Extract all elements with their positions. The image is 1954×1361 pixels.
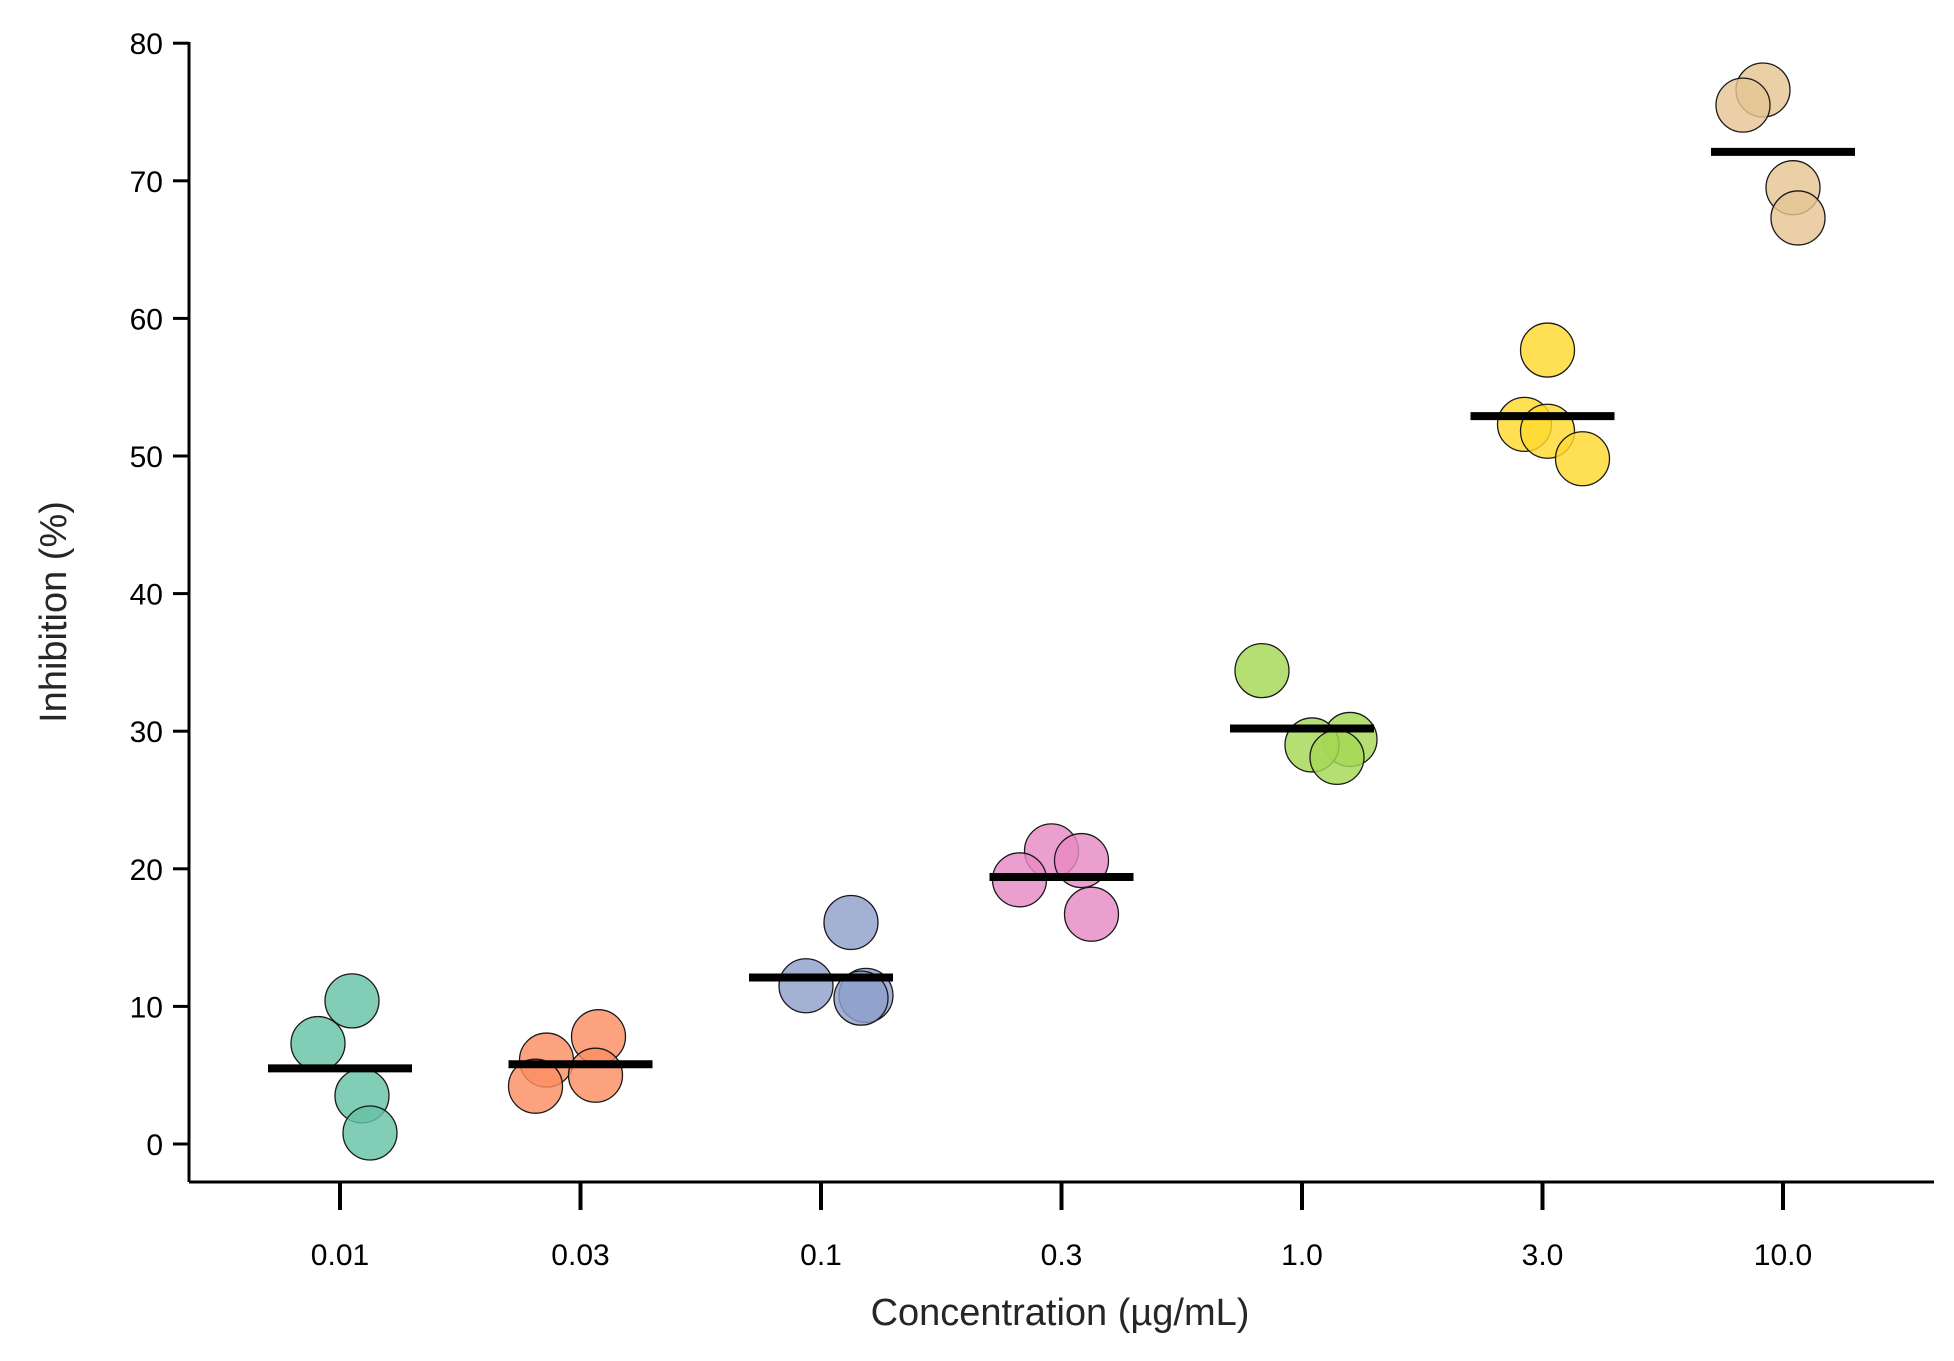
data-point [1309, 729, 1365, 785]
data-point [567, 1047, 624, 1103]
data-point [290, 1015, 346, 1072]
x-tick-label: 0.3 [1041, 1239, 1083, 1272]
data-point [778, 958, 834, 1014]
x-ticks: 0.01 0.03 0.1 0.3 1.0 3.0 10.0 [311, 1182, 1812, 1272]
x-tick-label: 0.1 [800, 1239, 842, 1272]
x-axis-label: Concentration (µg/mL) [871, 1292, 1250, 1334]
y-tick-label: 80 [130, 28, 163, 61]
y-tick-label: 0 [146, 1129, 163, 1162]
data-point [324, 973, 380, 1029]
data-point [1519, 322, 1576, 378]
data-point [342, 1105, 398, 1161]
data-point [1554, 431, 1611, 487]
data-point [1063, 886, 1120, 942]
data-point [1234, 643, 1290, 699]
y-tick-label: 70 [130, 166, 163, 199]
y-tick-label: 10 [130, 991, 163, 1024]
data-point [823, 894, 879, 951]
x-axis: 0.01 0.03 0.1 0.3 1.0 3.0 10.0 [189, 1180, 1934, 1272]
mean-lines [268, 147, 1855, 1073]
x-tick-label: 0.03 [551, 1239, 609, 1272]
data-point [1715, 77, 1771, 133]
y-tick-label: 50 [130, 441, 163, 474]
data-point [833, 970, 889, 1026]
data-point [507, 1058, 564, 1114]
y-tick-label: 30 [130, 716, 163, 749]
y-axis-label: Inhibition (%) [33, 501, 75, 723]
x-tick-label: 3.0 [1522, 1239, 1564, 1272]
x-tick-label: 0.01 [311, 1239, 369, 1272]
y-tick-label: 40 [130, 579, 163, 612]
x-tick-label: 10.0 [1754, 1239, 1812, 1272]
y-axis: 0 10 20 30 40 50 60 70 80 [130, 28, 191, 1182]
data-points [290, 62, 1826, 1161]
y-tick-label: 20 [130, 854, 163, 887]
x-tick-label: 1.0 [1281, 1239, 1323, 1272]
data-point [1770, 190, 1826, 246]
y-tick-label: 60 [130, 303, 163, 336]
y-ticks: 0 10 20 30 40 50 60 70 80 [130, 28, 189, 1162]
